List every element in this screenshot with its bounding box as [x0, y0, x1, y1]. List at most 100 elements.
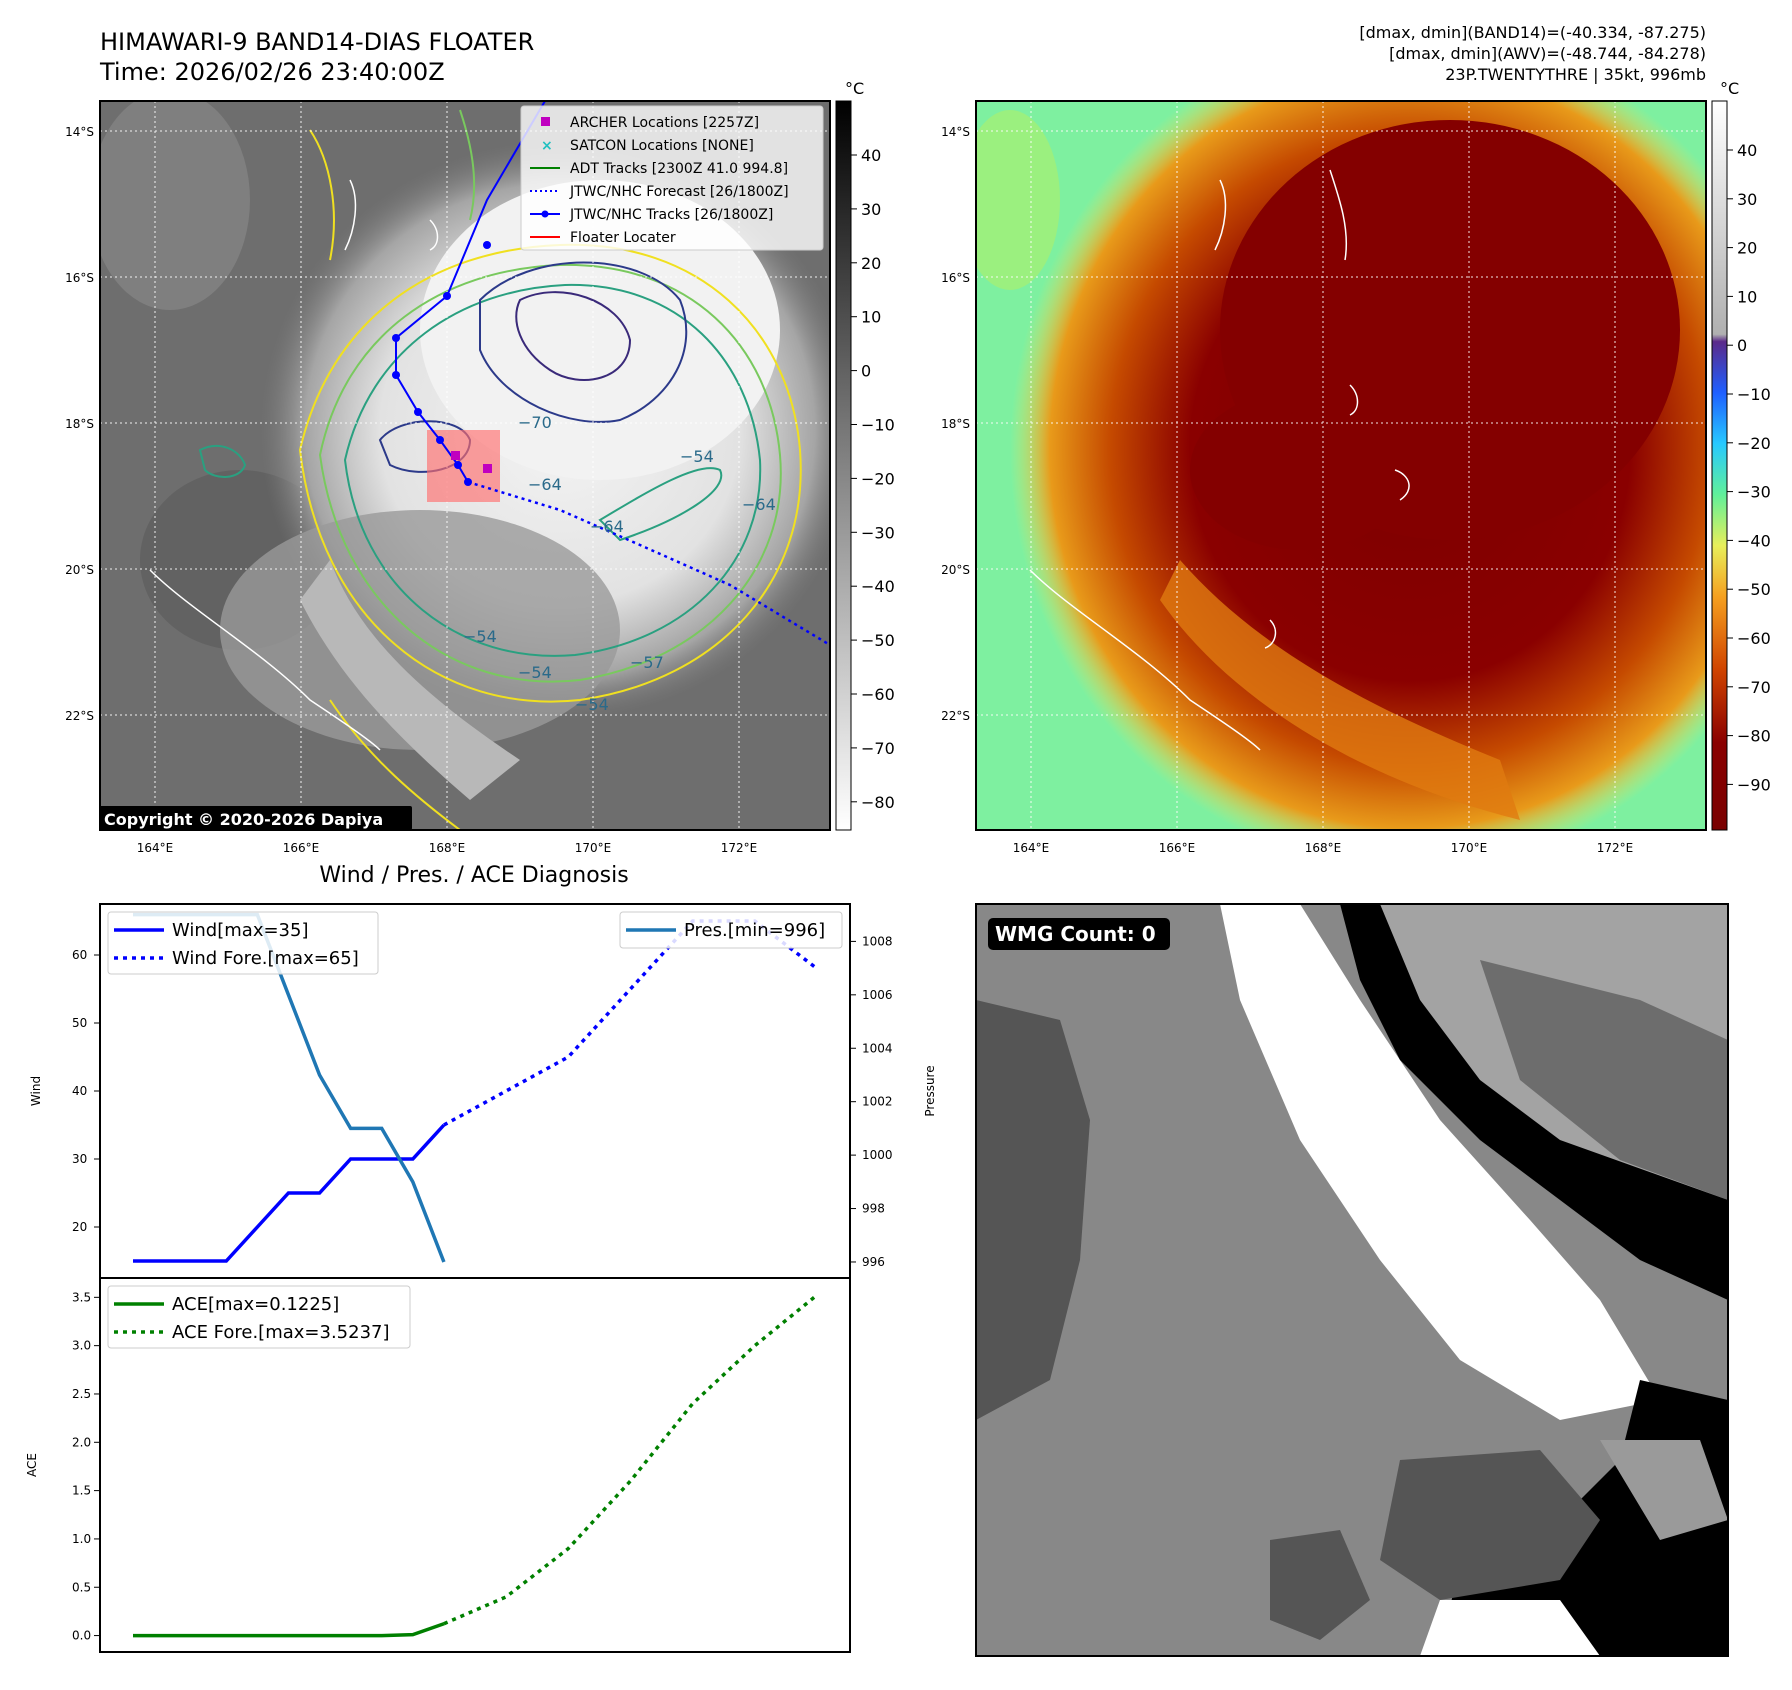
- jtwc-forecast: [467, 480, 830, 647]
- contour-label: −64: [742, 495, 776, 514]
- lat-label: 16°S: [65, 271, 94, 285]
- wind-legend-box: [107, 911, 379, 975]
- ace-legend-label: ACE Fore.[max=3.5237]: [172, 1322, 390, 1343]
- colorbar-tick-label: −60: [861, 685, 895, 704]
- wind-legend-label: Wind Fore.[max=65]: [172, 948, 359, 969]
- awv-panel: [dmax, dmin](BAND14)=(-40.334, -87.275) …: [941, 23, 1771, 855]
- colorbar-tick-label: 20: [1737, 239, 1757, 258]
- legend-dot-marker: [541, 210, 549, 218]
- legend-archer-marker: [541, 117, 550, 126]
- colorbar-tick-label: 40: [861, 146, 881, 165]
- pressure-tick-label: 1002: [862, 1095, 893, 1109]
- legend-label: SATCON Locations [NONE]: [570, 138, 754, 154]
- lat-label: 18°S: [941, 417, 970, 431]
- colorbar-tick-label: −20: [1737, 434, 1771, 453]
- legend-label: JTWC/NHC Tracks [26/1800Z]: [569, 207, 773, 223]
- wind-axis-label: Wind: [29, 1076, 43, 1106]
- colorbar-tick-label: −10: [1737, 385, 1771, 404]
- band14-panel: HIMAWARI-9 BAND14-DIAS FLOATER Time: 202…: [65, 28, 895, 855]
- contour-label: −54: [575, 695, 609, 714]
- contour-label: −64: [590, 517, 624, 536]
- ace-axis-label: ACE: [25, 1453, 39, 1477]
- colorbar-tick-label: −40: [1737, 531, 1771, 550]
- wmg-image: [976, 904, 1728, 1656]
- contour-label: −54: [463, 627, 497, 646]
- wmg-panel: WMG Count: 0: [975, 903, 1729, 1657]
- lon-label: 172°E: [1597, 841, 1634, 855]
- colorbar-tick-label: 40: [1737, 141, 1757, 160]
- contour-label: −57: [630, 653, 664, 672]
- lon-label: 164°E: [1013, 841, 1050, 855]
- legend-label: ARCHER Locations [2257Z]: [570, 115, 759, 131]
- lon-label: 168°E: [429, 841, 466, 855]
- diagnosis-panel: Wind / Pres. / ACE Diagnosis 20 30 40 50 60 9…: [25, 863, 937, 1653]
- pressure-tick-label: 1006: [862, 988, 893, 1002]
- wind-tick-label: 30: [72, 1152, 87, 1166]
- panel-title: HIMAWARI-9 BAND14-DIAS FLOATER: [100, 28, 534, 56]
- contour-label: −64: [528, 475, 562, 494]
- pressure-tick-label: 1008: [862, 934, 893, 948]
- pressure-tick-label: 998: [862, 1202, 885, 1216]
- colorbar-tick-label: −30: [1737, 483, 1771, 502]
- colorbar-tick-label: −80: [1737, 727, 1771, 746]
- ace-tick-label: 1.0: [72, 1532, 91, 1546]
- wind-tick-label: 50: [72, 1016, 87, 1030]
- colorbar-tick-label: −10: [861, 416, 895, 435]
- wind-tick-label: 20: [72, 1220, 87, 1234]
- contour-label: −54: [518, 663, 552, 682]
- ace-tick-label: 3.0: [72, 1339, 91, 1353]
- colorbar-tick-label: 30: [861, 200, 881, 219]
- storm-info: 23P.TWENTYTHRE | 35kt, 996mb: [1445, 65, 1706, 84]
- pressure-legend-label: Pres.[min=996]: [684, 920, 825, 941]
- ace-tick-label: 2.5: [72, 1387, 91, 1401]
- wind-tick-label: 60: [72, 948, 87, 962]
- lon-label: 170°E: [1451, 841, 1488, 855]
- lon-label: 172°E: [721, 841, 758, 855]
- pressure-tick-label: 1000: [862, 1148, 893, 1162]
- copyright: Copyright © 2020-2026 Dapiya: [104, 810, 383, 829]
- ace-legend-box: [107, 1285, 411, 1349]
- awv-image: [976, 101, 1706, 830]
- contour-label: −54: [680, 447, 714, 466]
- ace-tick-label: 1.5: [72, 1484, 91, 1498]
- lat-label: 14°S: [941, 125, 970, 139]
- lon-label: 166°E: [1159, 841, 1196, 855]
- lon-label: 170°E: [575, 841, 612, 855]
- colorbar-tick-label: −80: [861, 793, 895, 812]
- lon-label: 164°E: [137, 841, 174, 855]
- colorbar-unit: °C: [1720, 79, 1739, 98]
- track-legend: ARCHER Locations [2257Z] × SATCON Location…: [520, 105, 824, 251]
- lon-label: 166°E: [283, 841, 320, 855]
- colorbar-tick-label: −70: [1737, 678, 1771, 697]
- pressure-legend-box: [619, 911, 843, 949]
- ace-tick-label: 0.5: [72, 1580, 91, 1594]
- info-line: [dmax, dmin](BAND14)=(-40.334, -87.275): [1359, 23, 1706, 42]
- legend-label: JTWC/NHC Forecast [26/1800Z]: [569, 184, 789, 200]
- colorbar-tick-label: −60: [1737, 629, 1771, 648]
- panel-time: Time: 2026/02/26 23:40:00Z: [99, 58, 445, 86]
- color-colorbar: [1711, 100, 1728, 831]
- ace-tick-label: 3.5: [72, 1290, 91, 1304]
- series-wind: [133, 1123, 446, 1263]
- colorbar-unit: °C: [845, 79, 864, 98]
- legend-label: ADT Tracks [2300Z 41.0 994.8]: [570, 161, 788, 177]
- colorbar-tick-label: −40: [861, 577, 895, 596]
- series-ace: [133, 1622, 445, 1638]
- lat-label: 20°S: [65, 563, 94, 577]
- colorbar-tick-label: −70: [861, 739, 895, 758]
- pressure-tick-label: 1004: [862, 1041, 893, 1055]
- colorbar-tick-label: 10: [861, 308, 881, 327]
- info-line: [dmax, dmin](AWV)=(-48.744, -84.278): [1389, 44, 1706, 63]
- colorbar-tick-label: 0: [861, 362, 871, 381]
- wind-legend-label: Wind[max=35]: [172, 920, 309, 941]
- diagnosis-title: Wind / Pres. / ACE Diagnosis: [319, 863, 628, 888]
- gray-colorbar: [835, 100, 852, 831]
- ace-legend-label: ACE[max=0.1225]: [172, 1294, 339, 1315]
- lat-label: 18°S: [65, 417, 94, 431]
- colorbar-tick-label: −90: [1737, 775, 1771, 794]
- archer-marker: [451, 451, 460, 460]
- lat-label: 14°S: [65, 125, 94, 139]
- wmg-count-badge: WMG Count: 0: [995, 922, 1156, 946]
- colorbar-tick-label: 30: [1737, 190, 1757, 209]
